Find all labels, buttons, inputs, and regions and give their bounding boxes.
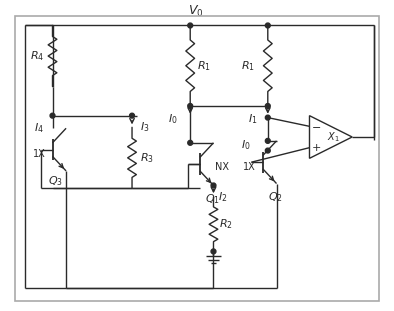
Text: $I_4$: $I_4$ xyxy=(34,122,44,135)
Text: $I_3$: $I_3$ xyxy=(140,120,149,134)
Text: $X_1$: $X_1$ xyxy=(327,130,340,144)
Text: $I_0$: $I_0$ xyxy=(168,113,178,127)
Circle shape xyxy=(188,140,193,145)
Circle shape xyxy=(188,104,193,109)
Circle shape xyxy=(211,249,216,254)
Circle shape xyxy=(266,104,270,109)
Text: $I_2$: $I_2$ xyxy=(218,190,228,204)
Circle shape xyxy=(50,113,55,118)
Text: $V_0$: $V_0$ xyxy=(188,4,204,19)
Circle shape xyxy=(266,115,270,120)
Circle shape xyxy=(266,138,270,143)
Circle shape xyxy=(211,183,216,188)
Text: $R_1$: $R_1$ xyxy=(197,59,211,73)
Text: $I_1$: $I_1$ xyxy=(247,113,257,127)
Text: 1X: 1X xyxy=(243,162,256,172)
Text: NX: NX xyxy=(216,162,229,172)
Text: $R_1$: $R_1$ xyxy=(242,59,255,73)
Text: $Q_1$: $Q_1$ xyxy=(205,192,220,206)
Circle shape xyxy=(188,23,193,28)
Circle shape xyxy=(266,148,270,153)
Text: $R_2$: $R_2$ xyxy=(219,217,233,231)
Text: $Q_3$: $Q_3$ xyxy=(48,174,63,188)
Circle shape xyxy=(266,23,270,28)
Text: $Q_2$: $Q_2$ xyxy=(268,190,282,204)
Text: $I_0$: $I_0$ xyxy=(241,138,250,152)
Text: $+$: $+$ xyxy=(311,142,322,153)
Text: $-$: $-$ xyxy=(311,121,322,131)
Circle shape xyxy=(130,113,134,118)
Text: $R_4$: $R_4$ xyxy=(30,49,44,63)
Text: $R_3$: $R_3$ xyxy=(140,151,154,165)
Text: 1X: 1X xyxy=(33,150,45,160)
